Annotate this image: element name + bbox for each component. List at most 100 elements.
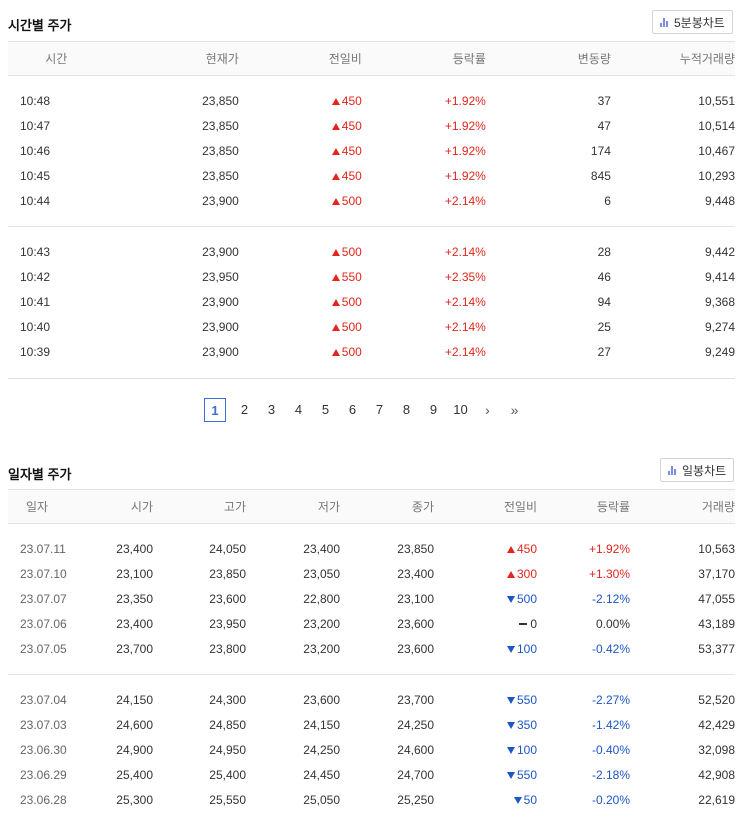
page-6-link[interactable]: 6 (348, 402, 357, 417)
low-cell-value: 23,400 (303, 541, 340, 556)
page-10-link[interactable]: 10 (453, 402, 468, 417)
col-open-header: 시가 (66, 489, 153, 524)
time-cell-value: 10:39 (20, 344, 51, 359)
down-arrow-icon (506, 771, 515, 779)
rate-cell: -1.42% (537, 712, 630, 737)
daily-chart-button[interactable]: 일봉차트 (660, 458, 735, 482)
low-cell: 23,400 (246, 536, 340, 561)
rate-cell: +1.92% (362, 163, 486, 188)
close-cell-value: 24,600 (397, 742, 434, 757)
change-cell: 100 (434, 636, 537, 661)
low-cell: 22,800 (246, 586, 340, 611)
high-cell: 25,550 (153, 787, 246, 812)
rate-cell-value: +1.92% (588, 541, 630, 556)
volume-change-cell-value: 28 (597, 244, 611, 259)
time-cell: 10:39 (8, 339, 105, 364)
rate-cell-value: -2.18% (591, 767, 630, 782)
date-cell: 23.07.05 (8, 636, 67, 661)
rate-cell-value: +1.92% (444, 118, 486, 133)
down-arrow-icon (506, 595, 515, 603)
five-minute-chart-button[interactable]: 5분봉차트 (652, 10, 733, 34)
price-cell-value: 23,900 (202, 193, 239, 208)
rate-cell: -2.12% (537, 586, 630, 611)
next-page-icon[interactable]: › (485, 402, 490, 418)
date-cell: 23.07.11 (8, 536, 66, 561)
low-cell-value: 23,200 (303, 616, 340, 631)
close-cell: 24,600 (340, 737, 434, 762)
high-cell: 24,050 (153, 536, 246, 561)
page-7-link[interactable]: 7 (375, 402, 384, 417)
open-cell: 23,100 (66, 561, 153, 586)
change-cell: 50 (434, 787, 537, 812)
change-cell: 500 (434, 586, 537, 611)
volume-cell: 47,055 (630, 586, 735, 611)
volume-cell: 43,189 (630, 611, 735, 636)
cumulative-volume-cell-value: 10,551 (698, 93, 735, 108)
rate-cell: +1.92% (362, 138, 486, 163)
time-price-table: 시간 현재가 전일비 등락률 변동량 누적거래량 10:48 23,850 450 +… (8, 41, 735, 379)
up-arrow-icon (331, 348, 340, 356)
date-cell-value: 23.07.07 (20, 591, 67, 606)
page-8-link[interactable]: 8 (402, 402, 411, 417)
down-arrow-icon (506, 696, 515, 704)
up-arrow-icon (331, 273, 340, 281)
page-1-link[interactable]: 1 (204, 398, 226, 422)
volume-change-cell-value: 94 (597, 294, 611, 309)
rate-cell-value: +1.92% (444, 168, 486, 183)
page-3-link[interactable]: 3 (267, 402, 276, 417)
page-9-link[interactable]: 9 (429, 402, 438, 417)
time-cell: 10:45 (8, 163, 105, 188)
date-cell: 23.07.03 (8, 712, 67, 737)
table-row: 10:45 23,850 450 +1.92% 845 10,293 (8, 163, 735, 188)
page-4-link[interactable]: 4 (294, 402, 303, 417)
time-cell: 10:40 (8, 314, 105, 339)
cumulative-volume-cell: 9,442 (611, 239, 735, 264)
price-cell-value: 23,900 (202, 294, 239, 309)
change-cell-value: 450 (341, 168, 362, 183)
rate-cell: +2.14% (362, 314, 486, 339)
rate-cell: +1.92% (362, 113, 486, 138)
change-cell-value: 0 (530, 616, 537, 631)
date-cell-value: 23.06.28 (20, 792, 67, 807)
rate-cell: +1.92% (362, 88, 486, 113)
volume-cell: 42,908 (630, 762, 735, 787)
price-cell: 23,950 (105, 264, 239, 289)
change-cell: 350 (434, 712, 537, 737)
open-cell-value: 23,400 (116, 541, 153, 556)
down-arrow-icon (506, 645, 515, 653)
time-cell-value: 10:47 (20, 118, 51, 133)
date-cell-value: 23.07.03 (20, 717, 67, 732)
volume-change-cell-value: 46 (597, 269, 611, 284)
down-arrow-icon (513, 796, 522, 804)
price-cell: 23,900 (105, 188, 239, 213)
col-cumulative-volume-header: 누적거래량 (610, 41, 735, 76)
change-cell-value: 450 (341, 93, 362, 108)
date-cell-value: 23.07.04 (20, 692, 67, 707)
table-row: 23.07.04 24,150 24,300 23,600 23,700 550 -2.27… (8, 687, 735, 712)
page-5-link[interactable]: 5 (321, 402, 330, 417)
change-cell: 450 (239, 88, 362, 113)
table-row: 23.07.07 23,350 23,600 22,800 23,100 500 -2.12… (8, 586, 735, 611)
table-row: 10:47 23,850 450 +1.92% 47 10,514 (8, 113, 735, 138)
rate-cell: +2.14% (362, 239, 486, 264)
table-row: 23.06.29 25,400 25,400 24,450 24,700 550 -2.18… (8, 762, 735, 787)
time-cell: 10:43 (8, 239, 105, 264)
close-cell-value: 24,700 (397, 767, 434, 782)
table-row: 23.06.28 25,300 25,550 25,050 25,250 50 -0.20%… (8, 787, 735, 812)
last-page-icon[interactable]: » (510, 402, 519, 418)
change-cell-value: 500 (341, 319, 362, 334)
table-row: 10:39 23,900 500 +2.14% 27 9,249 (8, 339, 735, 364)
low-cell: 23,600 (246, 687, 340, 712)
cumulative-volume-cell: 9,414 (611, 264, 735, 289)
price-cell-value: 23,900 (202, 319, 239, 334)
rate-cell-value: +2.35% (444, 269, 486, 284)
page-2-link[interactable]: 2 (240, 402, 249, 417)
rate-cell-value: +2.14% (444, 319, 486, 334)
change-cell: 450 (239, 138, 362, 163)
low-cell: 24,450 (246, 762, 340, 787)
table-row: 23.07.03 24,600 24,850 24,150 24,250 350 -1.42… (8, 712, 735, 737)
daily-chart-label: 일봉차트 (682, 463, 727, 478)
low-cell: 24,250 (246, 737, 340, 762)
change-cell: 100 (434, 737, 537, 762)
high-cell-value: 24,950 (209, 742, 246, 757)
